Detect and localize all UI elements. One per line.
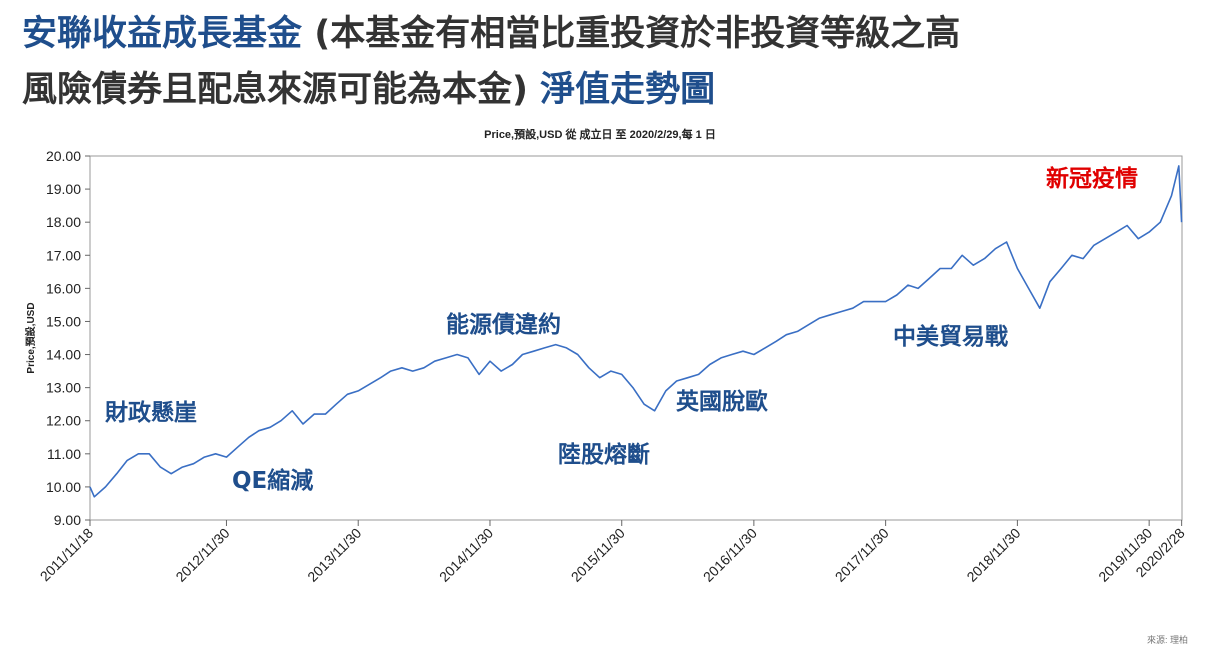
annotation: 中美貿易戰 — [893, 323, 1008, 350]
heading-part: 安聯收益成長基金 — [22, 14, 303, 54]
annotation: 新冠疫情 — [1046, 165, 1138, 192]
price-line — [89, 165, 1183, 498]
y-tick-label: 16.00 — [46, 280, 81, 296]
x-tick-label: 2011/11/18 — [37, 525, 97, 585]
y-tick-label: 12.00 — [46, 413, 81, 429]
y-tick-label: 18.00 — [46, 214, 81, 230]
annotation: 能源債違約 — [446, 311, 561, 338]
heading-part: (本基金有相當比重投資於非投資等級之高 — [302, 14, 961, 54]
y-axis-label: Price,預設,USD — [24, 302, 37, 373]
heading-part: 風險債券且配息來源可能為本金) — [22, 70, 528, 110]
y-tick-label: 13.00 — [46, 380, 81, 396]
y-tick-label: 20.00 — [46, 148, 81, 164]
y-tick-label: 10.00 — [46, 479, 81, 495]
heading-part: 淨值走勢圖 — [528, 70, 716, 110]
x-tick-label: 2013/11/30 — [304, 525, 364, 585]
x-tick-label: 2012/11/30 — [172, 525, 232, 585]
y-tick-label: 15.00 — [46, 313, 81, 329]
x-tick-label: 2016/11/30 — [700, 525, 760, 585]
y-tick-label: 17.00 — [46, 247, 81, 263]
heading: 安聯收益成長基金 (本基金有相當比重投資於非投資等級之高風險債券且配息來源可能為… — [22, 6, 1172, 118]
y-tick-label: 19.00 — [46, 181, 81, 197]
chart-title: Price,預設,USD 從 成立日 至 2020/2/29,每 1 日 — [484, 127, 716, 141]
x-tick-label: 2017/11/30 — [832, 525, 892, 585]
annotation: 財政懸崖 — [105, 399, 197, 426]
source: 來源: 理柏 — [1147, 634, 1188, 645]
y-tick-label: 11.00 — [47, 446, 81, 462]
x-tick-label: 2014/11/30 — [436, 525, 496, 585]
plot-frame — [89, 155, 1183, 521]
x-tick-label: 2015/11/30 — [568, 525, 628, 585]
y-tick-label: 9.00 — [54, 512, 81, 528]
y-tick-label: 14.00 — [46, 347, 81, 363]
x-tick-label: 2018/11/30 — [963, 525, 1023, 585]
annotation: 陸股熔斷 — [558, 441, 650, 468]
annotation: QE縮減 — [232, 467, 313, 494]
annotation: 英國脫歐 — [676, 388, 768, 415]
